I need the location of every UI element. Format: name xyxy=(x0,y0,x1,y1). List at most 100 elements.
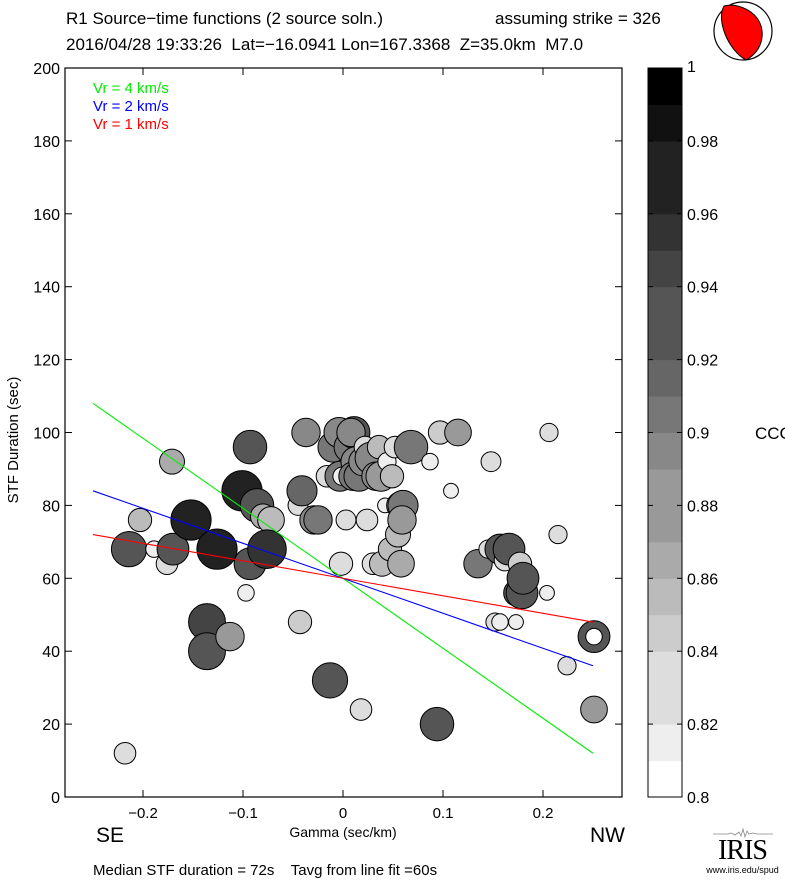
data-point xyxy=(387,549,415,578)
data-point xyxy=(287,609,313,635)
data-point xyxy=(335,509,357,531)
colorbar-tick-label: 0.88 xyxy=(687,498,718,515)
x-tick-label: 0.1 xyxy=(433,805,454,822)
data-point xyxy=(110,531,148,568)
colorbar-band xyxy=(648,213,682,251)
colorbar-band xyxy=(648,286,682,324)
data-point xyxy=(156,532,190,566)
data-point xyxy=(508,614,524,630)
colorbar-band xyxy=(648,724,682,762)
data-point xyxy=(237,584,255,602)
colorbar-tick-label: 0.8 xyxy=(687,790,709,807)
y-tick-label: 140 xyxy=(33,280,60,297)
data-point xyxy=(232,429,268,465)
data-point xyxy=(443,482,459,499)
data-point xyxy=(548,524,568,545)
data-point xyxy=(291,417,321,448)
data-point xyxy=(580,695,608,724)
data-point xyxy=(393,429,429,465)
direction-se-label: SE xyxy=(96,824,125,847)
strike-text: assuming strike = 326 xyxy=(495,9,661,28)
data-point xyxy=(539,584,555,601)
y-axis-label: STF Duration (sec) xyxy=(5,377,22,504)
colorbar-band xyxy=(648,614,682,652)
y-tick-label: 40 xyxy=(42,644,60,661)
direction-nw-label: NW xyxy=(590,824,625,847)
colorbar-tick-label: 0.96 xyxy=(687,207,718,224)
colorbar-band xyxy=(648,140,682,178)
data-point xyxy=(491,613,509,631)
data-point xyxy=(170,499,212,541)
colorbar-tick-label: 0.94 xyxy=(687,280,718,297)
colorbar-band xyxy=(648,359,682,397)
iris-url: www.iris.edu/spud xyxy=(706,865,779,875)
y-tick-label: 160 xyxy=(33,207,60,224)
colorbar-tick-label: 0.98 xyxy=(687,134,718,151)
iris-logo[interactable]: IRIS www.iris.edu/spud xyxy=(700,828,785,887)
y-tick-label: 100 xyxy=(33,426,60,443)
colorbar-band xyxy=(648,177,682,215)
legend-entry: Vr = 1 km/s xyxy=(93,116,169,133)
colorbar-band xyxy=(648,651,682,689)
beachball-compressional-quadrant xyxy=(720,4,763,61)
legend-entry: Vr = 2 km/s xyxy=(93,98,169,115)
data-point xyxy=(539,422,559,443)
y-tick-label: 180 xyxy=(33,134,60,151)
colorbar-tick-label: 0.84 xyxy=(687,644,718,661)
data-point xyxy=(188,632,226,671)
fit-line xyxy=(92,534,594,623)
iris-logo-text: IRIS xyxy=(718,835,768,866)
colorbar-tick-label: 0.9 xyxy=(687,426,709,443)
legend-entry: Vr = 4 km/s xyxy=(93,80,169,97)
colorbar-band xyxy=(648,760,682,798)
seismogram-icon xyxy=(712,828,773,838)
data-point xyxy=(247,529,287,569)
data-point xyxy=(379,464,405,489)
data-point xyxy=(480,451,502,473)
focal-mechanism-beachball-icon xyxy=(713,1,773,61)
data-point xyxy=(196,528,238,570)
x-tick-label: 0 xyxy=(339,805,347,822)
colorbar-band xyxy=(648,687,682,725)
x-tick-label: −0.2 xyxy=(128,805,158,822)
data-point xyxy=(311,662,349,699)
x-tick-label: −0.1 xyxy=(228,805,258,822)
colorbar-label: CCC xyxy=(755,424,785,443)
colorbar-band xyxy=(648,578,682,616)
data-point xyxy=(444,418,472,447)
data-point xyxy=(387,505,417,535)
data-point xyxy=(159,448,185,475)
summary-text: Median STF duration = 72s Tavg from line… xyxy=(93,862,438,879)
y-tick-label: 0 xyxy=(51,790,60,807)
y-tick-label: 120 xyxy=(33,353,60,370)
data-point xyxy=(355,508,379,532)
colorbar-band xyxy=(648,505,682,543)
chart-title: R1 Source−time functions (2 source soln.… xyxy=(66,9,384,28)
colorbar-tick-label: 0.86 xyxy=(687,571,718,588)
y-tick-label: 80 xyxy=(42,498,60,515)
event-info: 2016/04/28 19:33:26 Lat=−16.0941 Lon=167… xyxy=(66,35,584,54)
data-point xyxy=(349,698,373,721)
colorbar-band xyxy=(648,396,682,433)
data-point xyxy=(421,452,439,471)
colorbar-band xyxy=(648,68,682,105)
data-point xyxy=(303,505,333,535)
x-tick-label: 0.2 xyxy=(533,805,554,822)
data-point xyxy=(257,506,285,534)
data-point xyxy=(113,741,137,765)
data-point xyxy=(215,621,245,652)
y-tick-label: 200 xyxy=(33,61,60,78)
colorbar-band xyxy=(648,250,682,288)
colorbar-band xyxy=(648,432,682,470)
colorbar-band xyxy=(648,323,682,361)
colorbar-band xyxy=(648,468,682,506)
data-point xyxy=(127,507,153,533)
data-point xyxy=(286,475,318,507)
x-axis-label: Gamma (sec/km) xyxy=(289,824,396,840)
data-point xyxy=(419,706,455,742)
data-point xyxy=(506,561,540,595)
y-tick-label: 60 xyxy=(42,571,60,588)
data-point xyxy=(585,627,603,646)
colorbar-tick-label: 0.92 xyxy=(687,353,718,370)
data-point xyxy=(328,551,354,576)
